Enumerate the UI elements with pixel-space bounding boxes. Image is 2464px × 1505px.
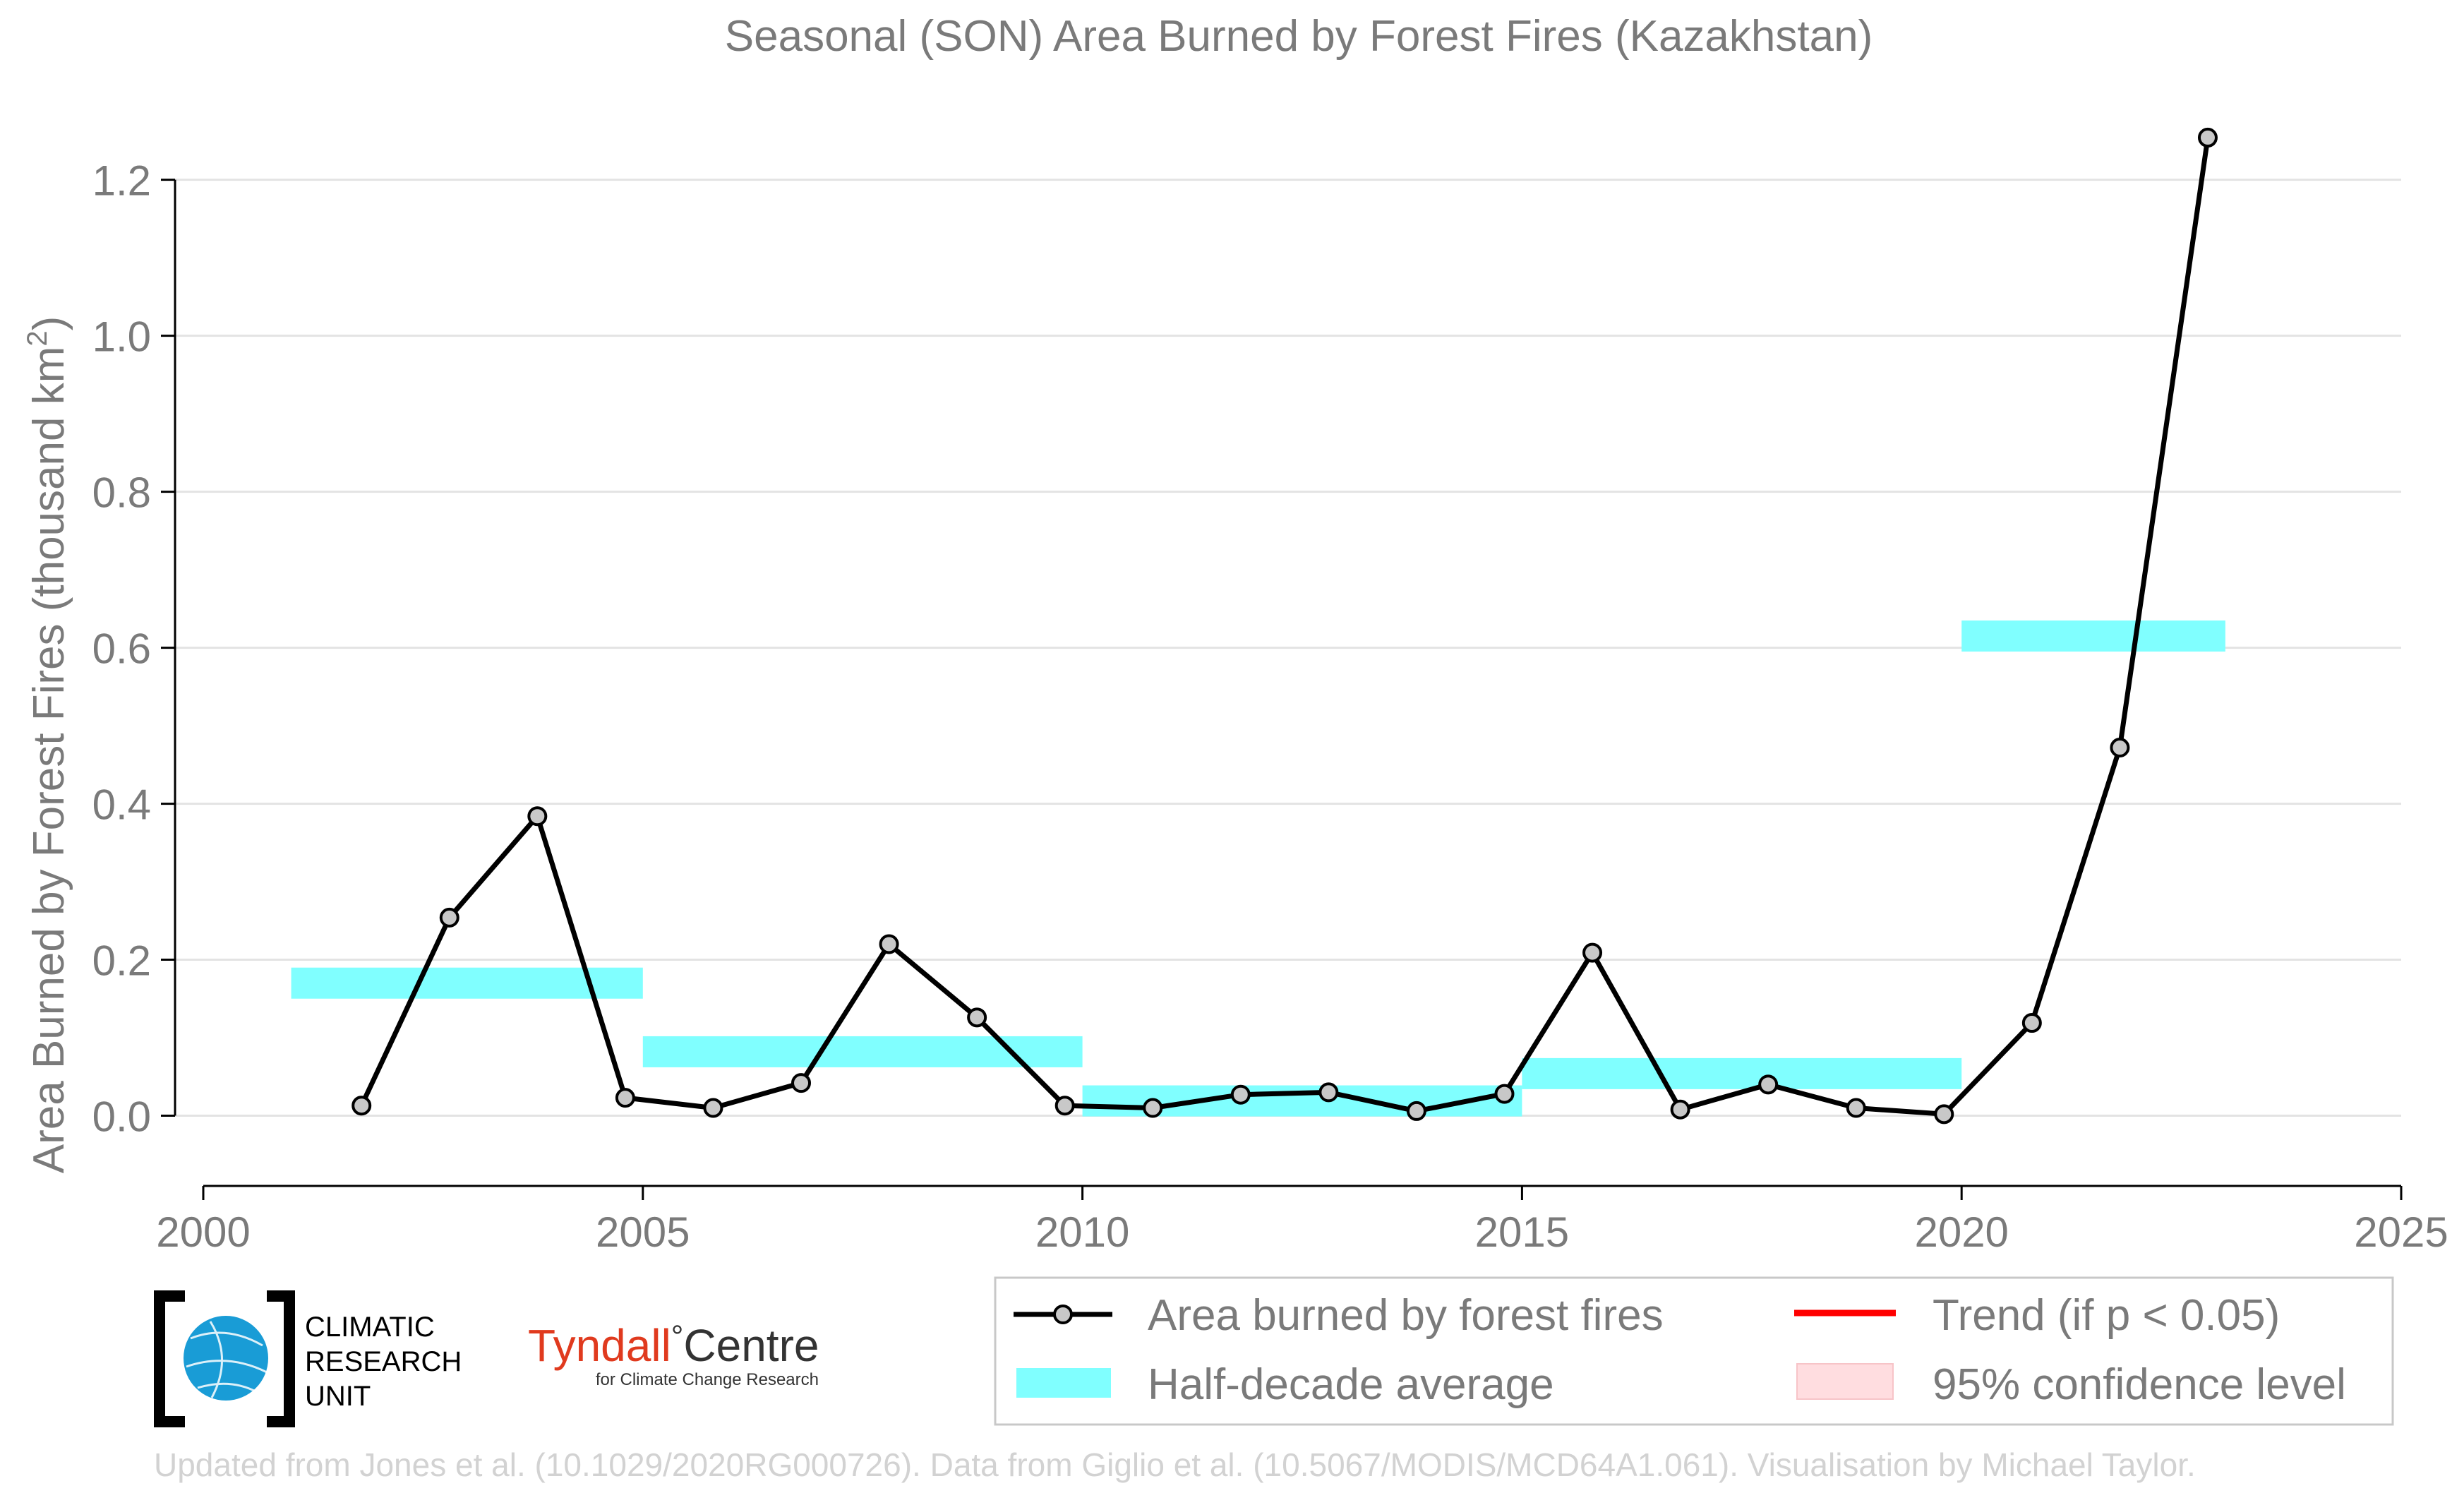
legend-band-swatch (1016, 1368, 1111, 1398)
cru-text-line1: CLIMATIC (305, 1312, 435, 1343)
legend-frame (994, 1276, 2394, 1426)
data-point (1054, 1096, 1075, 1116)
series-points (351, 127, 2218, 1125)
globe-icon-lines (186, 1321, 268, 1398)
data-point (1582, 942, 1603, 963)
data-point (2110, 738, 2130, 758)
data-point (703, 1098, 723, 1118)
tyndall-centre: Centre (683, 1320, 819, 1371)
data-point (1670, 1099, 1690, 1120)
half-decade-bar (1522, 1057, 1962, 1089)
y-tick-label: 1.2 (92, 157, 151, 205)
data-point (879, 934, 899, 954)
y-axis-label-end: ) (25, 316, 73, 331)
legend: Area burned by forest fires Half-decade … (994, 1276, 2394, 1426)
y-tick-label: 0.2 (92, 937, 151, 985)
data-point (1230, 1084, 1251, 1105)
legend-ci-swatch (1796, 1363, 1894, 1400)
x-axis: 2000 2005 2010 2015 2020 2025 (156, 1185, 2448, 1256)
legend-label-area-burned: Area burned by forest fires (1148, 1291, 1664, 1340)
legend-label-half-decade: Half-decade average (1148, 1360, 1554, 1409)
data-point (1143, 1098, 1163, 1118)
x-tick-label: 2020 (1914, 1209, 2008, 1256)
globe-icon (184, 1316, 268, 1401)
x-tick-label: 2010 (1035, 1209, 1129, 1256)
credit-line: Updated from Jones et al. (10.1029/2020R… (154, 1446, 2196, 1483)
x-tick-label: 2000 (156, 1209, 250, 1256)
half-decade-bar (1961, 620, 2225, 652)
data-point (1318, 1082, 1339, 1103)
legend-label-trend: Trend (if p < 0.05) (1933, 1291, 2280, 1340)
tyndall-subtitle: for Climate Change Research (596, 1370, 819, 1389)
y-tick-label: 0.6 (92, 625, 151, 673)
tyndall-logo: Tyndall°Centre for Climate Change Resear… (528, 1319, 819, 1389)
cru-bracket-left (154, 1290, 185, 1427)
y-tick-labels: 0.0 0.2 0.4 0.6 0.8 1.0 1.2 (92, 157, 151, 1141)
data-point (615, 1088, 635, 1108)
data-point (2197, 127, 2218, 148)
x-tick-label: 2005 (596, 1209, 690, 1256)
chart-title: Seasonal (SON) Area Burned by Forest Fir… (725, 12, 1873, 61)
data-point (1758, 1074, 1779, 1095)
data-point (2021, 1013, 2042, 1033)
data-point (351, 1096, 372, 1116)
gridlines (161, 179, 2401, 1117)
data-point (527, 806, 548, 827)
tyndall-word: Tyndall (528, 1320, 671, 1371)
y-axis-label: Area Burned by Forest Fires (thousand km… (22, 316, 73, 1174)
series-line (359, 137, 2211, 1117)
data-point (1494, 1084, 1515, 1104)
data-point (791, 1073, 812, 1093)
legend-line-marker (1053, 1305, 1073, 1324)
cru-text-line2: RESEARCH (305, 1346, 462, 1377)
cru-logo: CLIMATIC RESEARCH UNIT (154, 1290, 462, 1427)
data-point (1406, 1101, 1426, 1121)
x-tick-label: 2025 (2354, 1209, 2448, 1256)
half-decade-bars (291, 620, 2225, 1117)
data-point (1934, 1104, 1954, 1125)
y-tick-label: 0.4 (92, 781, 151, 829)
x-tick-label: 2015 (1475, 1209, 1569, 1256)
legend-label-ci: 95% confidence level (1933, 1360, 2346, 1409)
y-tick-label: 0.8 (92, 469, 151, 517)
data-point (967, 1007, 987, 1028)
y-tick-label: 1.0 (92, 313, 151, 361)
data-point (439, 907, 459, 928)
data-point (1846, 1098, 1866, 1118)
cru-text-line3: UNIT (305, 1381, 371, 1412)
tyndall-degree: ° (671, 1319, 684, 1354)
tyndall-wordmark: Tyndall°Centre (528, 1319, 819, 1371)
y-axis-label-sup: 2 (22, 330, 53, 346)
y-tick-label: 0.0 (92, 1093, 151, 1141)
cru-bracket-right (267, 1290, 295, 1427)
half-decade-bar (642, 1036, 1083, 1067)
y-axis-label-main: Area Burned by Forest Fires (thousand km (25, 347, 73, 1174)
